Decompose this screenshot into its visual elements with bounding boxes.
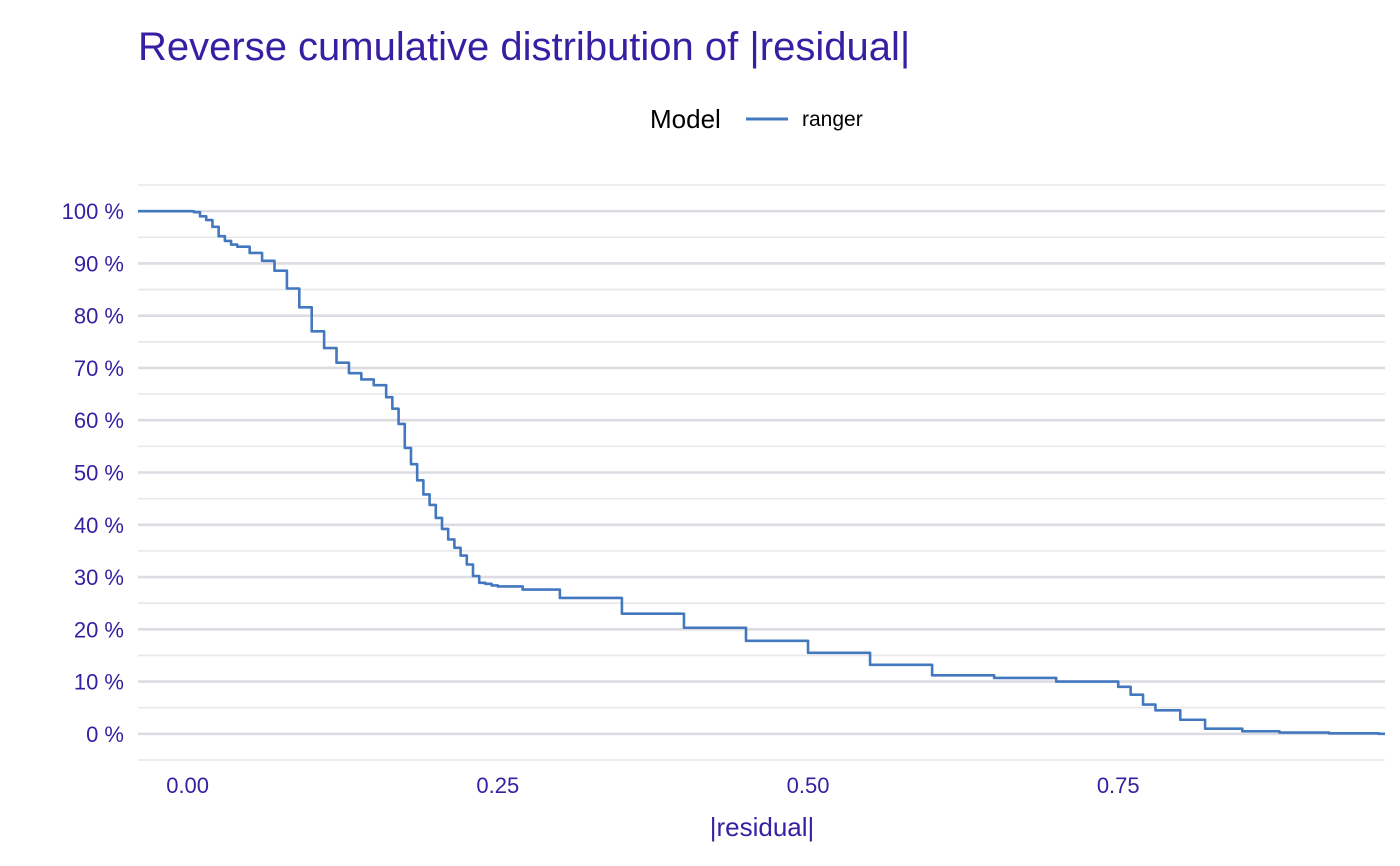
x-tick-label: 0.75: [1097, 773, 1140, 798]
y-tick-label: 20 %: [74, 617, 124, 642]
x-tick-label: 0.50: [787, 773, 830, 798]
series-line-ranger: [138, 209, 1385, 736]
x-tick-label: 0.00: [166, 773, 209, 798]
x-axis-ticks: 0.00 0.25 0.50 0.75: [166, 773, 1139, 798]
y-tick-label: 40 %: [74, 513, 124, 538]
y-tick-label: 30 %: [74, 565, 124, 590]
legend: Model ranger: [650, 104, 863, 134]
y-tick-label: 50 %: [74, 461, 124, 486]
y-tick-label: 100 %: [62, 199, 124, 224]
y-tick-label: 90 %: [74, 251, 124, 276]
y-tick-label: 10 %: [74, 670, 124, 695]
legend-title: Model: [650, 104, 721, 134]
y-tick-label: 0 %: [86, 722, 124, 747]
y-tick-label: 60 %: [74, 408, 124, 433]
x-axis-title: |residual|: [710, 812, 815, 842]
y-axis-ticks: 0 % 10 % 20 % 30 % 40 % 50 % 60 % 70 % 80 % 90 % 1…: [62, 199, 124, 747]
legend-label-ranger: ranger: [802, 108, 863, 131]
y-tick-label: 80 %: [74, 304, 124, 329]
y-tick-label: 70 %: [74, 356, 124, 381]
series-group: [138, 209, 1385, 736]
x-tick-label: 0.25: [476, 773, 519, 798]
chart-title: Reverse cumulative distribution of |resi…: [138, 25, 910, 69]
grid: [138, 184, 1385, 761]
